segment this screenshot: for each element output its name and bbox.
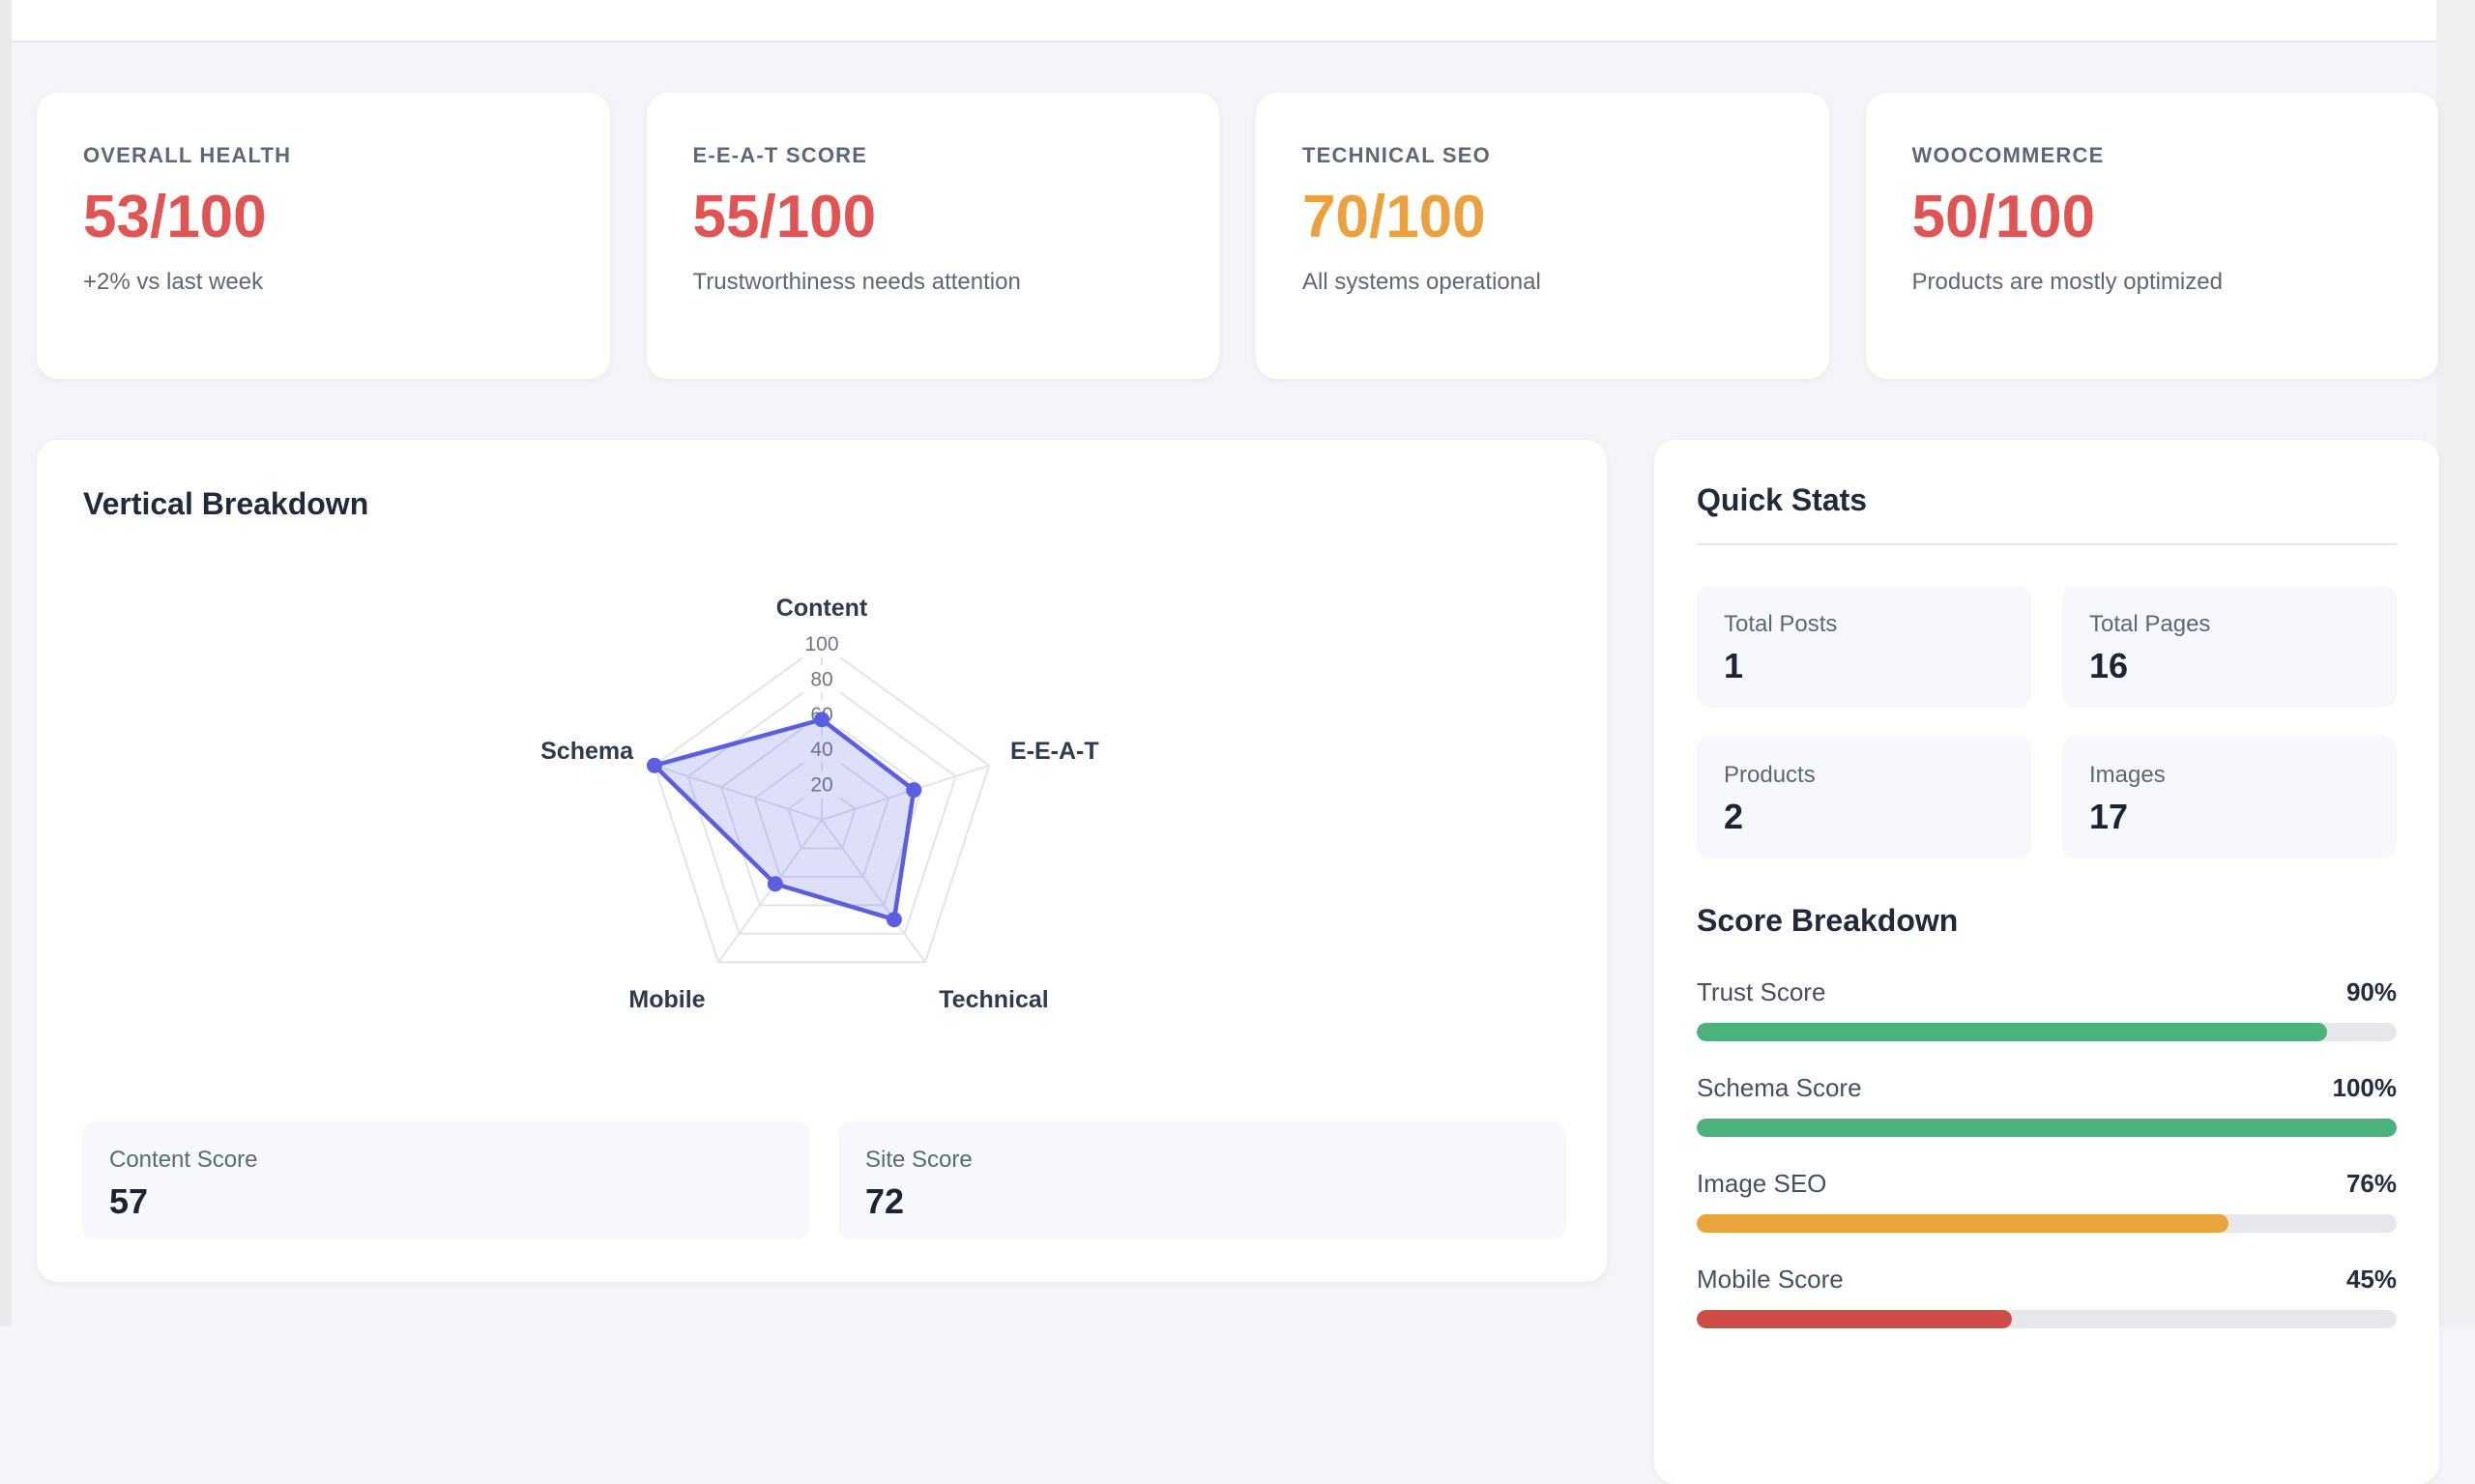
stat-label: Total Posts (1724, 611, 1838, 637)
stat-products: Products 2 (1697, 737, 2031, 858)
stat-value: 17 (2089, 797, 2129, 836)
quick-stats-panel: Quick Stats Total Posts 1 Total Pages 16… (1654, 440, 2439, 1484)
score-row-schema: Schema Score 100% (1697, 1073, 2397, 1137)
vertical-scrollbar[interactable] (2436, 0, 2475, 1326)
card-value: 70/100 (1302, 184, 1486, 250)
svg-text:100: 100 (804, 633, 838, 655)
stat-label: Products (1724, 762, 1816, 788)
quick-stats-title: Quick Stats (1697, 482, 1868, 517)
radar-chart-container: 20406080100ContentE-E-A-TTechnicalMobile… (242, 537, 1402, 1175)
stat-total-posts: Total Posts 1 (1697, 586, 2031, 708)
summary-cards-row: OVERALL HEALTH 53/100 +2% vs last week E… (37, 93, 2438, 379)
stat-value: 2 (1724, 797, 1744, 836)
progress-fill (1697, 1119, 2397, 1137)
site-score-tile: Site Score 72 (838, 1121, 1566, 1239)
progress-track (1697, 1023, 2397, 1041)
card-subtitle: Trustworthiness needs attention (692, 269, 1021, 295)
content-score-tile: Content Score 57 (82, 1121, 810, 1239)
card-subtitle: All systems operational (1302, 269, 1541, 295)
card-value: 53/100 (83, 184, 267, 250)
stat-value: 1 (1724, 646, 1744, 685)
quick-stats-grid: Total Posts 1 Total Pages 16 Products 2 … (1697, 586, 2397, 858)
svg-text:Technical: Technical (939, 986, 1048, 1013)
score-value: 76% (2345, 1169, 2397, 1198)
stat-images: Images 17 (2062, 737, 2397, 858)
score-label: Trust Score (1697, 977, 1826, 1006)
progress-track (1697, 1310, 2397, 1328)
score-row-mobile: Mobile Score 45% (1697, 1265, 2397, 1328)
sidebar-edge (0, 0, 12, 1326)
score-value: 90% (2345, 977, 2397, 1006)
card-value: 50/100 (1911, 184, 2096, 250)
card-eeat-score: E-E-A-T SCORE 55/100 Trustworthiness nee… (646, 93, 1219, 379)
svg-text:20: 20 (810, 774, 832, 797)
score-row-trust: Trust Score 90% (1697, 977, 2397, 1041)
top-bar (12, 0, 2436, 43)
progress-fill (1697, 1310, 2012, 1328)
radar-chart: 20406080100ContentE-E-A-TTechnicalMobile… (540, 595, 1099, 1013)
svg-text:40: 40 (810, 739, 832, 761)
stat-value: 16 (2089, 646, 2129, 685)
vertical-breakdown-title: Vertical Breakdown (83, 486, 369, 521)
score-label: Image SEO (1697, 1169, 1827, 1198)
progress-fill (1697, 1023, 2327, 1041)
score-breakdown-title: Score Breakdown (1697, 903, 1959, 938)
divider (1697, 543, 2397, 545)
svg-text:E-E-A-T: E-E-A-T (1010, 738, 1099, 765)
svg-text:Mobile: Mobile (628, 986, 705, 1013)
score-breakdown-rows: Trust Score 90% Schema Score 100% Image … (1697, 977, 2397, 1328)
vertical-breakdown-panel: Vertical Breakdown 20406080100ContentE-E… (37, 440, 1607, 1282)
card-title: OVERALL HEALTH (83, 143, 292, 167)
progress-fill (1697, 1214, 2229, 1233)
score-label: Schema Score (1697, 1073, 1862, 1102)
tile-label: Content Score (109, 1147, 258, 1173)
card-technical-seo: TECHNICAL SEO 70/100 All systems operati… (1256, 93, 1829, 379)
progress-track (1697, 1119, 2397, 1137)
score-row-image-seo: Image SEO 76% (1697, 1169, 2397, 1233)
card-title: E-E-A-T SCORE (692, 143, 868, 167)
tile-label: Site Score (865, 1147, 973, 1173)
progress-track (1697, 1214, 2397, 1233)
stat-label: Images (2089, 762, 2166, 788)
stat-label: Total Pages (2089, 611, 2211, 637)
svg-text:80: 80 (810, 668, 832, 690)
card-value: 55/100 (692, 184, 877, 250)
tile-value: 57 (109, 1181, 149, 1221)
stat-total-pages: Total Pages 16 (2062, 586, 2397, 708)
card-title: TECHNICAL SEO (1302, 143, 1491, 167)
svg-text:Content: Content (776, 595, 868, 622)
card-subtitle: Products are mostly optimized (1911, 269, 2223, 295)
tile-value: 72 (865, 1181, 905, 1221)
card-woocommerce: WOOCOMMERCE 50/100 Products are mostly o… (1865, 93, 2438, 379)
card-subtitle: +2% vs last week (83, 269, 264, 295)
score-label: Mobile Score (1697, 1265, 1844, 1294)
card-title: WOOCOMMERCE (1911, 143, 2105, 167)
score-value: 100% (2332, 1073, 2398, 1102)
card-overall-health: OVERALL HEALTH 53/100 +2% vs last week (37, 93, 610, 379)
score-value: 45% (2345, 1265, 2397, 1294)
svg-text:Schema: Schema (540, 738, 634, 765)
